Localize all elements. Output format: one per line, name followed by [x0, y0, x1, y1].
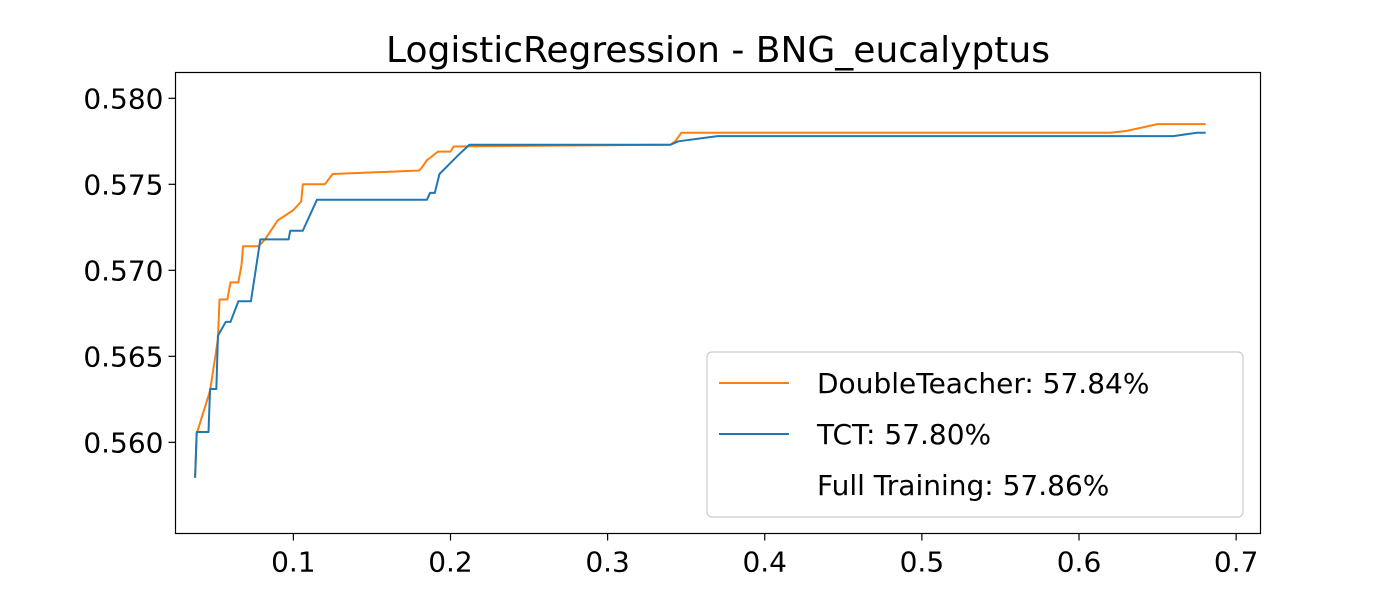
x-tick-label: 0.3	[585, 546, 630, 579]
y-tick-label: 0.565	[83, 340, 163, 373]
legend: DoubleTeacher: 57.84% TCT: 57.80% Full Tra…	[706, 351, 1244, 518]
y-tick-label: 0.575	[83, 168, 163, 201]
x-tick-label: 0.4	[742, 546, 787, 579]
plot-marks	[194, 123, 1206, 478]
axes: 0.1 0.2 0.3 0.4 0.5 0.6 0.7 0.560 0.565 0.570 0.57…	[83, 82, 1258, 578]
y-tick-label: 0.580	[83, 82, 163, 115]
legend-label: DoubleTeacher: 57.84%	[817, 367, 1149, 400]
x-tick-label: 0.6	[1057, 546, 1102, 579]
chart-title: LogisticRegression - BNG_eucalyptus	[386, 30, 1050, 71]
series-line-2	[194, 131, 1206, 478]
x-tick-label: 0.5	[900, 546, 945, 579]
y-tick-label: 0.560	[83, 426, 163, 459]
x-tick-label: 0.2	[428, 546, 473, 579]
x-tick-label: 0.7	[1214, 546, 1259, 579]
legend-box	[706, 351, 1244, 518]
legend-label: Full Training: 57.86%	[817, 469, 1109, 502]
plot-frame	[174, 71, 1262, 535]
series-line-1	[194, 123, 1206, 478]
y-tick-label: 0.570	[83, 254, 163, 287]
legend-label: TCT: 57.80%	[816, 418, 991, 451]
x-tick-label: 0.1	[271, 546, 316, 579]
